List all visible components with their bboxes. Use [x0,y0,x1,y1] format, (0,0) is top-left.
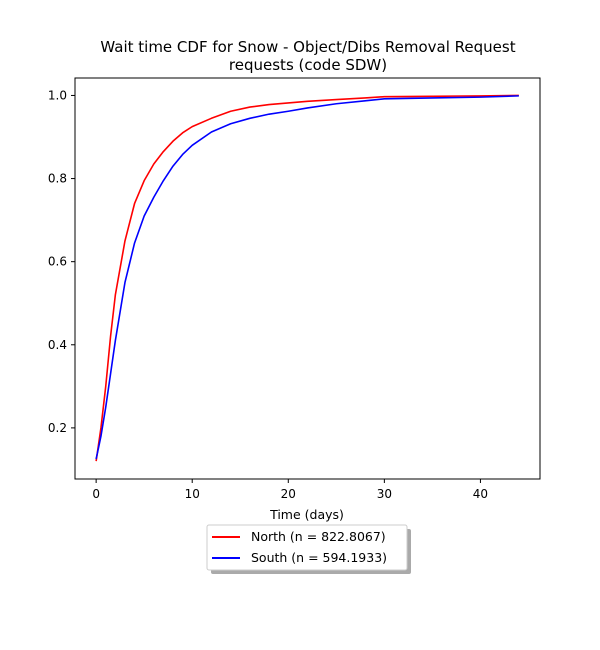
x-tick-label: 20 [281,487,296,501]
x-tick-label: 10 [185,487,200,501]
series-lines [95,94,519,462]
legend-label-north: North (n = 822.8067) [251,529,386,544]
legend-box [206,524,408,571]
x-tick-label: 30 [377,487,392,501]
y-tick-label: 0.6 [48,255,67,269]
y-tick-label: 1.0 [48,88,67,102]
axis-ticks: 0 10 20 30 40 0.2 0.4 0.6 0.8 1.0 [48,88,488,501]
y-tick-label: 0.4 [48,338,67,352]
x-axis-label: Time (days) [269,507,344,522]
chart-title-line-1: Wait time CDF for Snow - Object/Dibs Rem… [100,38,515,56]
y-tick-label: 0.2 [48,421,67,435]
chart-title-line-2: requests (code SDW) [229,56,387,74]
legend: North (n = 822.8067) South (n = 594.1933… [206,524,411,574]
series-line-south [95,95,519,460]
y-tick-label: 0.8 [48,172,67,186]
x-tick-label: 0 [92,487,100,501]
legend-label-south: South (n = 594.1933) [251,550,387,565]
x-tick-label: 40 [473,487,488,501]
plot-area-frame [74,77,541,480]
series-line-north [95,94,519,462]
